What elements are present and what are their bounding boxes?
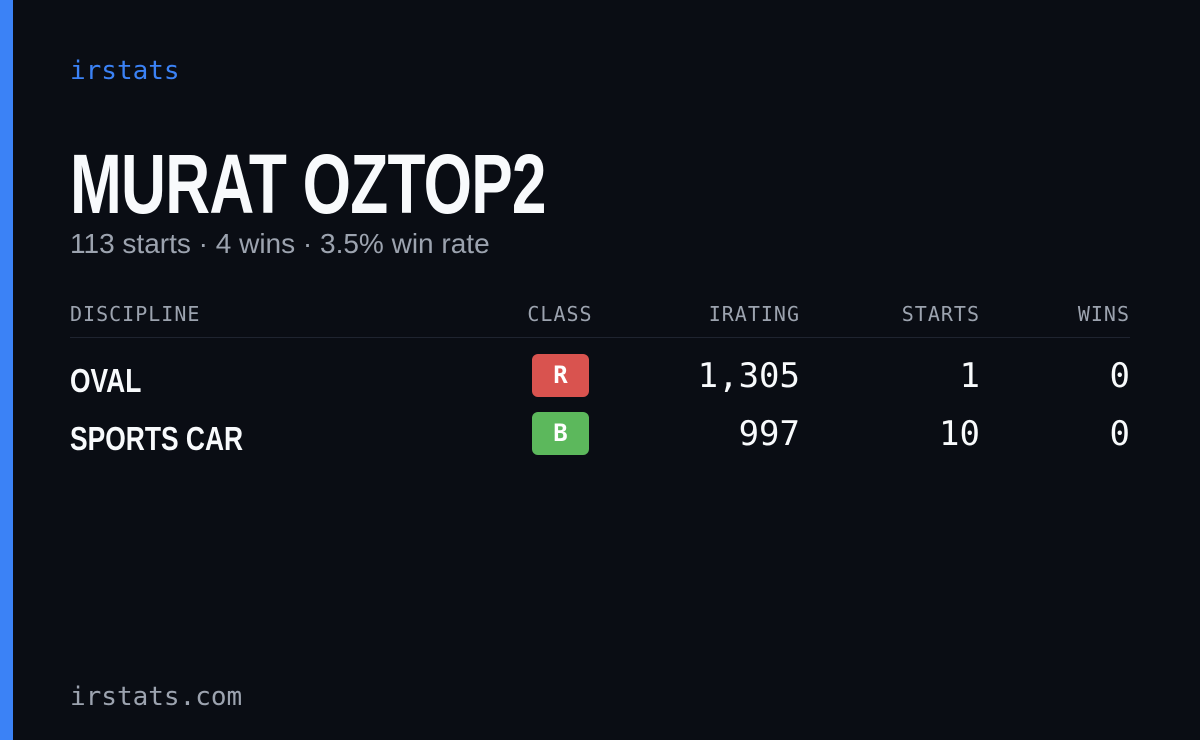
driver-name: MURAT OZTOP2 xyxy=(70,137,546,231)
summary: 113 starts · 4 wins · 3.5% win rate xyxy=(70,228,490,259)
wins: 0 xyxy=(1109,414,1130,454)
column-header: STARTS xyxy=(901,302,980,326)
brand: irstats xyxy=(70,56,180,86)
class-badge: R xyxy=(532,354,589,397)
starts: 1 xyxy=(959,356,980,396)
column-header: DISCIPLINE xyxy=(70,302,201,326)
irating: 997 xyxy=(738,414,800,454)
discipline: SPORTS CAR xyxy=(70,420,244,457)
starts: 10 xyxy=(939,414,980,454)
class-badge: B xyxy=(532,412,589,455)
divider xyxy=(70,337,1130,338)
discipline: OVAL xyxy=(70,362,142,399)
wins: 0 xyxy=(1109,356,1130,396)
column-header: CLASS xyxy=(527,302,593,326)
irating: 1,305 xyxy=(697,356,800,396)
column-header: WINS xyxy=(1077,302,1130,326)
column-header: IRATING xyxy=(708,302,800,326)
accent-bar xyxy=(0,0,13,740)
footer-url: irstats.com xyxy=(70,682,243,712)
